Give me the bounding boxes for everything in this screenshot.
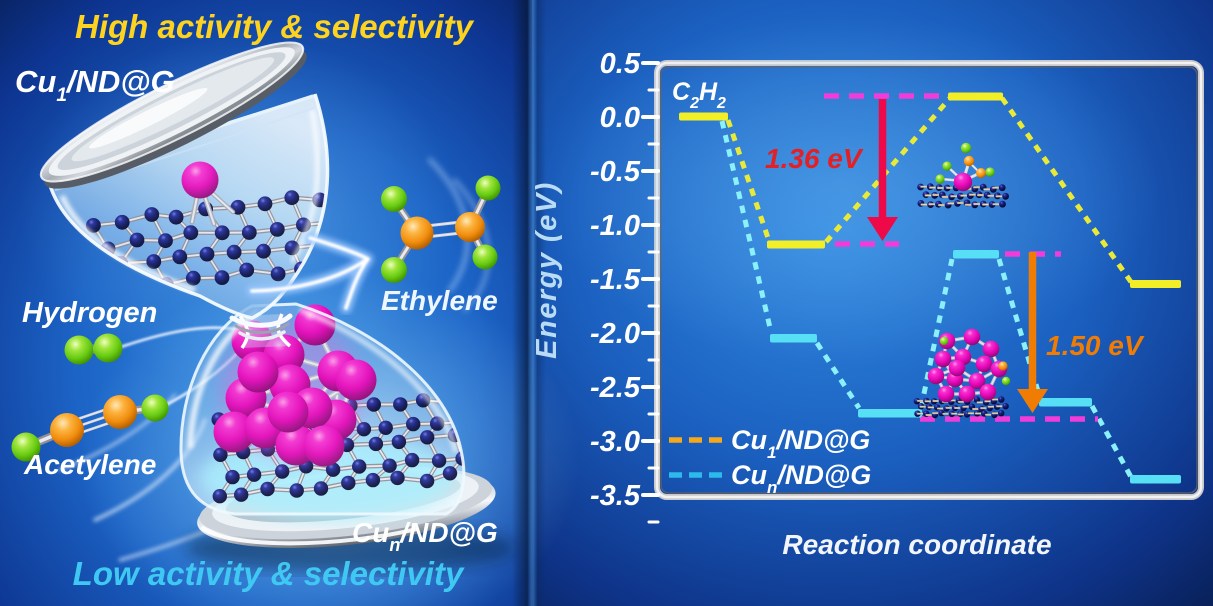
svg-text:Ethylene: Ethylene [381, 285, 498, 316]
svg-text:0.0: 0.0 [600, 102, 640, 134]
svg-text:-3.0: -3.0 [590, 426, 640, 458]
svg-text:Reaction coordinate: Reaction coordinate [782, 529, 1051, 560]
svg-text:Energy (eV): Energy (eV) [531, 181, 563, 359]
svg-text:1.36 eV: 1.36 eV [765, 143, 864, 174]
svg-text:-1.0: -1.0 [590, 210, 640, 242]
svg-text:High activity & selectivity: High activity & selectivity [75, 8, 475, 45]
svg-text:1.50 eV: 1.50 eV [1046, 330, 1145, 361]
svg-text:-1.5: -1.5 [590, 264, 641, 296]
svg-text:Hydrogen: Hydrogen [22, 297, 157, 329]
svg-text:-0.5: -0.5 [590, 156, 641, 188]
svg-text:-2.0: -2.0 [590, 318, 640, 350]
svg-text:Low activity & selectivity: Low activity & selectivity [73, 555, 465, 592]
svg-text:Acetylene: Acetylene [23, 449, 156, 480]
svg-text:-3.5: -3.5 [590, 480, 641, 512]
svg-text:-2.5: -2.5 [590, 372, 641, 404]
svg-text:0.5: 0.5 [600, 48, 641, 80]
